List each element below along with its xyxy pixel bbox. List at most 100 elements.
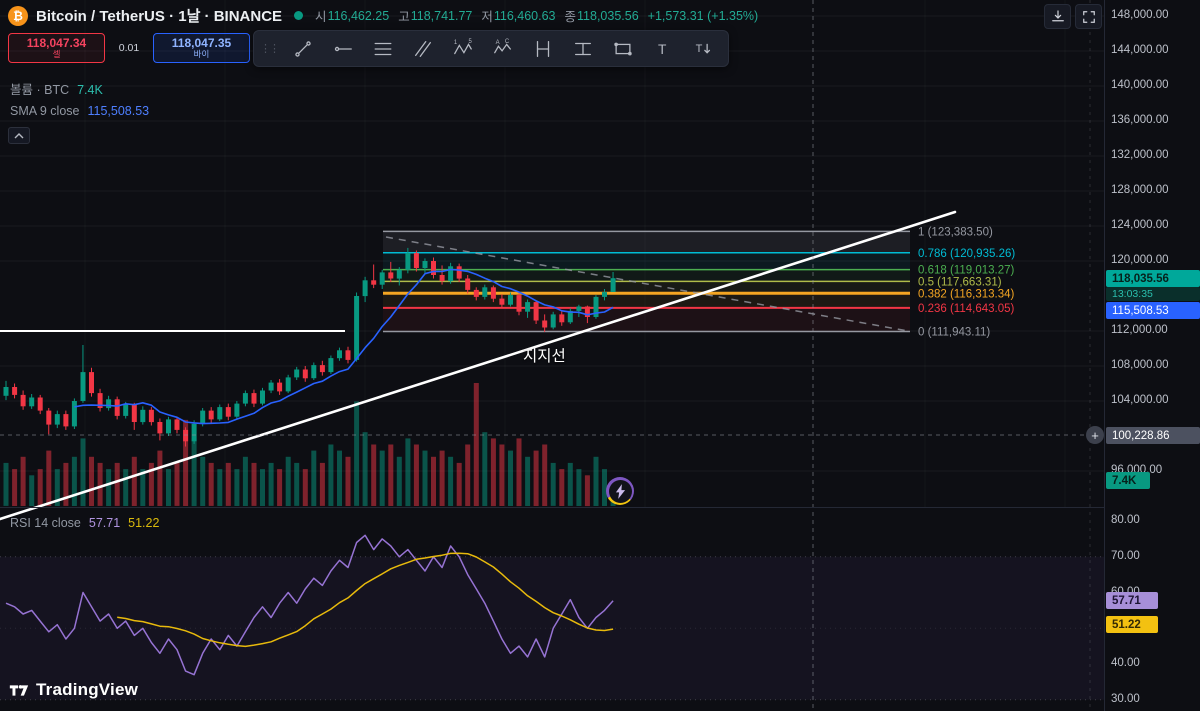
ohlc-row: 시 116,462.25 고 118,741.77 저 116,460.63 종… — [315, 6, 758, 25]
axis-tick-label: 136,000.00 — [1111, 114, 1169, 126]
axis-tick-label: 120,000.00 — [1111, 254, 1169, 266]
volume-value-badge: 7.4K — [1106, 472, 1150, 489]
fib-level-label: 1 (123,383.50) — [918, 226, 993, 238]
last-price-badge: 118,035.56 — [1106, 270, 1200, 287]
tool-horizontal-ray[interactable] — [323, 34, 362, 63]
axis-tick-label: 70.00 — [1111, 549, 1140, 562]
axis-tick-label: 104,000.00 — [1111, 394, 1169, 406]
tool-rectangle[interactable] — [603, 34, 642, 63]
rsi-ma-line — [117, 552, 614, 648]
rsi-ma-legend-value: 51.22 — [128, 516, 160, 530]
low-label: 저 — [481, 10, 493, 24]
axis-tick-label: 148,000.00 — [1111, 9, 1169, 21]
anchored-text-icon: T — [695, 43, 710, 55]
tool-text[interactable]: T — [643, 34, 682, 63]
rsi-legend[interactable]: RSI 14 close 57.71 51.22 — [10, 516, 159, 530]
tradingview-logo[interactable]: TradingView — [8, 679, 138, 701]
volume-legend-label: 볼륨 · BTC — [10, 83, 70, 97]
sma-legend-label: SMA 9 close — [10, 104, 80, 118]
chart-canvas[interactable]: 1 (123,383.50) 0.786 (120,935.26) 0.618 (1… — [0, 0, 1104, 711]
tool-price-range[interactable] — [563, 34, 602, 63]
rectangle-icon — [613, 42, 632, 55]
bitcoin-logo-icon: ₿ — [8, 5, 28, 26]
buy-button[interactable]: 118,047.35 바이 — [153, 33, 250, 63]
date-range-icon — [536, 40, 549, 57]
axis-tick-label: 132,000.00 — [1111, 149, 1169, 161]
svg-text:T: T — [657, 42, 666, 57]
price-scale[interactable]: 118,035.56 13:03:35 115,508.53 100,228.8… — [1104, 0, 1200, 711]
symbol-header: ₿ Bitcoin / TetherUS · 1날 · BINANCE 시 11… — [8, 5, 758, 26]
rsi-band — [0, 556, 1104, 700]
rsi-legend-value: 57.71 — [88, 516, 121, 530]
quick-trade-button[interactable] — [606, 477, 634, 505]
support-trendline[interactable] — [0, 210, 957, 521]
sell-button[interactable]: 118,047.34 셀 — [8, 33, 105, 63]
download-icon — [1051, 9, 1064, 21]
trade-panel: 118,047.34 셀 0.01 118,047.35 바이 — [8, 33, 250, 63]
fullscreen-button[interactable] — [1075, 4, 1102, 29]
sma-legend-value: 115,508.53 — [87, 104, 150, 118]
open-value: 116,462.25 — [327, 8, 390, 23]
tool-date-range[interactable] — [523, 34, 562, 63]
legend-collapse-button[interactable] — [8, 127, 30, 144]
buy-label: 바이 — [193, 48, 210, 59]
open-label: 시 — [315, 10, 327, 24]
chevron-up-icon — [14, 132, 24, 138]
lightning-icon — [615, 483, 625, 499]
sma-value-badge: 115,508.53 — [1106, 302, 1200, 319]
trend-line-icon — [294, 40, 311, 57]
fib-channel-icon — [414, 40, 431, 57]
high-label: 고 — [398, 10, 410, 24]
high-value: 118,741.77 — [410, 8, 473, 23]
fib-retracement-drawing[interactable]: 1 (123,383.50) 0.786 (120,935.26) 0.618 (1… — [383, 226, 1015, 339]
volume-legend[interactable]: 볼륨 · BTC 7.4K — [10, 79, 103, 98]
axis-tick-label: 124,000.00 — [1111, 219, 1169, 231]
svg-text:5: 5 — [468, 39, 472, 45]
download-button[interactable] — [1044, 4, 1071, 29]
tool-anchored-text[interactable]: T — [683, 34, 722, 63]
bar-countdown-badge: 13:03:35 — [1106, 287, 1200, 301]
price-range-icon — [574, 42, 591, 55]
rsi-ma-value-badge: 51.22 — [1106, 616, 1158, 633]
rsi-legend-label: RSI 14 close — [10, 516, 81, 530]
close-label: 종 — [564, 10, 577, 24]
axis-tick-label: 128,000.00 — [1111, 184, 1169, 196]
axis-tick-label: 80.00 — [1111, 514, 1140, 526]
axis-tick-label: 112,000.00 — [1111, 324, 1168, 336]
sma-line — [74, 268, 614, 425]
pane-separator[interactable] — [0, 507, 1200, 508]
tradingview-logo-text: TradingView — [36, 680, 139, 699]
axis-tick-label: 30.00 — [1111, 692, 1140, 705]
tool-fib-channel[interactable] — [403, 34, 442, 63]
support-line-label[interactable]: 지지선 — [523, 348, 566, 365]
descending-trendline[interactable] — [385, 236, 909, 332]
svg-text:1: 1 — [453, 39, 457, 45]
market-status-icon[interactable] — [294, 11, 304, 20]
add-order-plus-icon[interactable]: + — [1086, 426, 1104, 444]
fib-retracement-icon — [374, 42, 391, 55]
svg-text:A: A — [495, 39, 499, 45]
buy-price: 118,047.35 — [171, 35, 232, 50]
fib-level-label: 0.236 (114,643.05) — [918, 303, 1015, 315]
crosshair-price-badge: 100,228.86 — [1106, 427, 1200, 444]
candlestick-series — [3, 247, 616, 447]
fullscreen-icon — [1082, 10, 1095, 23]
horizontal-ray-icon — [334, 46, 352, 51]
tool-fib-retracement[interactable] — [363, 34, 402, 63]
symbol-title[interactable]: Bitcoin / TetherUS · 1날 · BINANCE — [36, 8, 283, 25]
rsi-value-badge: 57.71 — [1106, 592, 1158, 609]
axis-tick-label: 108,000.00 — [1111, 359, 1169, 371]
tradingview-logo-icon — [9, 685, 29, 696]
sell-price: 118,047.34 — [26, 35, 87, 50]
sma-legend[interactable]: SMA 9 close 115,508.53 — [10, 104, 149, 118]
tool-trend-line[interactable] — [283, 34, 322, 63]
fib-level-label: 0.5 (117,663.31) — [918, 276, 1002, 288]
sell-label: 셀 — [52, 48, 61, 59]
drag-handle-icon[interactable]: ⋮⋮ — [260, 43, 280, 55]
rsi-line — [5, 534, 614, 676]
